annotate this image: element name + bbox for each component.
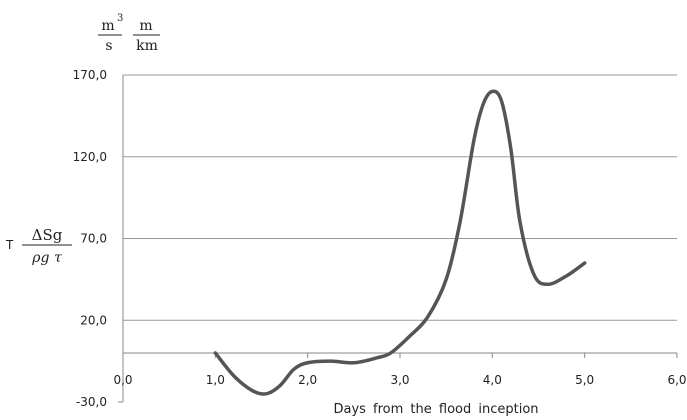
- x-tick-labels: 0,0 1,0 2,0 3,0 4,0 5,0 6,0: [113, 373, 686, 387]
- x-tick-label: 2,0: [298, 373, 317, 387]
- unit-1-superscript: 3: [117, 13, 123, 24]
- y-tick-label: -30,0: [76, 395, 107, 409]
- x-tick-label: 0,0: [113, 373, 132, 387]
- series-line: [213, 89, 587, 396]
- y-tick-label: 20,0: [80, 313, 107, 327]
- x-tick-label: 3,0: [390, 373, 409, 387]
- unit-2-numerator: m: [139, 18, 152, 34]
- x-axis-label: Days from the flood inception: [333, 402, 538, 417]
- grid-lines: [123, 74, 677, 321]
- y-units: m 3 s m km: [98, 13, 160, 54]
- unit-1-denominator: s: [105, 38, 112, 54]
- unit-2-denominator: km: [136, 38, 158, 54]
- y-tick-label: 70,0: [80, 232, 107, 246]
- x-tick-label: 1,0: [206, 373, 225, 387]
- y-tick-label: 170,0: [73, 68, 107, 82]
- y-tick-label: 120,0: [73, 150, 107, 164]
- x-tick-label: 4,0: [483, 373, 502, 387]
- y-tick-labels: -30,0 20,0 70,0 120,0 170,0: [73, 68, 107, 409]
- y-label-numerator: ΔSg: [32, 226, 63, 244]
- y-label-denominator: ρg τ: [31, 250, 62, 266]
- y-label-prefix: T: [5, 238, 14, 252]
- unit-1-numerator: m: [101, 18, 114, 34]
- y-axis-label: T ΔSg ρg τ: [5, 226, 72, 266]
- x-tick-label: 5,0: [575, 373, 594, 387]
- x-tick-label: 6,0: [667, 373, 686, 387]
